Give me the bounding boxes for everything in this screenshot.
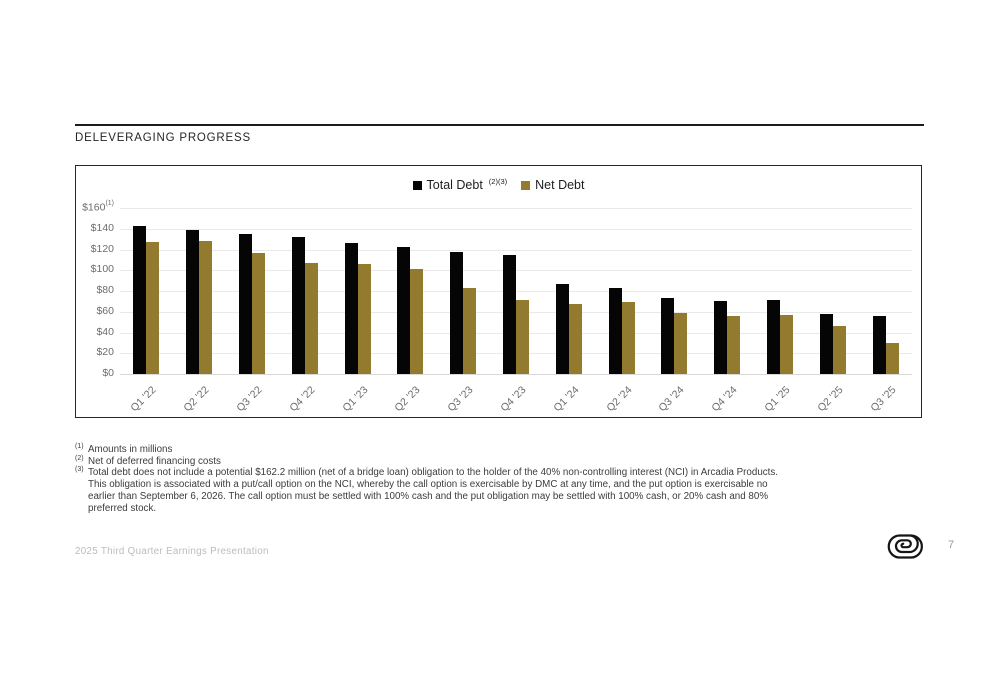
bar-net-debt-q322 — [252, 252, 265, 374]
bar-total-debt-q324 — [661, 298, 675, 374]
bar-total-debt-q323 — [450, 251, 464, 374]
footnotes: (1) Amounts in millions (2) Net of deferred… — [75, 443, 945, 514]
bar-net-debt-q123 — [357, 264, 371, 374]
title-rule — [75, 124, 924, 126]
bar-net-debt-q223 — [410, 269, 424, 374]
bar-net-debt-q324 — [674, 312, 688, 374]
gridline — [120, 291, 912, 292]
y-tick-label: $60 — [96, 304, 114, 317]
bar-net-debt-q325 — [885, 342, 899, 374]
gridline — [120, 249, 912, 251]
footnote-2: (2) Net of deferred financing costs — [75, 454, 945, 468]
chart-legend: Total Debt (2)(3) Net Debt — [76, 176, 921, 192]
bar-net-debt-q125 — [780, 314, 793, 374]
bar-net-debt-q423 — [516, 300, 529, 374]
bar-total-debt-q422 — [291, 237, 305, 374]
slide-title: DELEVERAGING PROGRESS — [75, 132, 251, 144]
bar-net-debt-q422 — [304, 262, 318, 374]
bar-total-debt-q423 — [503, 254, 516, 374]
footnote-text: Amounts in millions — [88, 444, 173, 455]
footnote-text: Total debt does not include a potential … — [88, 467, 779, 514]
bar-net-debt-q122 — [146, 242, 160, 374]
bar-total-debt-q223 — [397, 247, 411, 374]
bar-total-debt-q224 — [608, 287, 622, 374]
legend-label-total-debt: Total Debt — [426, 178, 483, 192]
legend-label-net-debt: Net Debt — [535, 178, 585, 192]
gridline — [120, 228, 912, 230]
dmc-spiral-logo — [887, 534, 923, 559]
y-tick-label: $0 — [102, 367, 114, 379]
bar-net-debt-q222 — [199, 241, 213, 374]
gridline — [120, 374, 912, 375]
y-axis-footnote-marker: (1) — [105, 200, 114, 207]
footnote-marker: (1) — [75, 443, 84, 450]
bar-net-debt-q224 — [621, 302, 635, 374]
footnote-marker: (3) — [75, 466, 84, 474]
bar-total-debt-q122 — [133, 225, 147, 374]
bar-total-debt-q124 — [555, 283, 569, 374]
page-number: 7 — [948, 539, 955, 551]
legend-footnote-markers: (2)(3) — [488, 176, 508, 186]
plot-area: $0 $20 $40 $60 $80 $100 $120 $140 $160(1) Q1 '22 Q… — [76, 166, 921, 417]
y-tick-label: $80 — [96, 284, 114, 296]
bar-net-debt-q124 — [568, 304, 582, 374]
y-tick-label: $40 — [96, 325, 114, 338]
legend-swatch-total-debt — [412, 181, 422, 190]
bar-total-debt-q123 — [344, 243, 358, 374]
gridline — [120, 270, 912, 272]
footnote-3: (3) Total debt does not include a potenti… — [75, 466, 945, 514]
bar-total-debt-q424 — [714, 301, 728, 374]
bar-total-debt-q325 — [872, 315, 886, 374]
legend-item-total-debt: Total Debt (2)(3) — [412, 176, 508, 192]
footnote-marker: (2) — [75, 454, 84, 462]
bar-net-debt-q225 — [832, 326, 846, 374]
legend-swatch-net-debt — [521, 181, 531, 190]
footnote-1: (1) Amounts in millions — [75, 443, 945, 456]
bar-total-debt-q222 — [186, 229, 200, 374]
bar-total-debt-q225 — [819, 313, 833, 374]
y-tick-label: $20 — [96, 346, 114, 359]
footer-text: 2025 Third Quarter Earnings Presentation — [75, 546, 269, 557]
footnote-text: Net of deferred financing costs — [88, 455, 221, 467]
y-tick-label: $160(1) — [82, 200, 114, 214]
y-tick-label: $120 — [90, 242, 114, 255]
legend-item-net-debt: Net Debt — [521, 178, 584, 192]
bar-total-debt-q125 — [767, 300, 780, 374]
gridline — [120, 208, 912, 209]
bar-net-debt-q323 — [463, 287, 477, 374]
y-tick-label: $100 — [90, 263, 114, 276]
debt-chart: Total Debt (2)(3) Net Debt $0 $20 $40 $60 $8… — [75, 165, 922, 418]
bar-total-debt-q322 — [239, 233, 252, 374]
bar-net-debt-q424 — [727, 315, 741, 374]
y-tick-label: $140 — [90, 221, 114, 234]
